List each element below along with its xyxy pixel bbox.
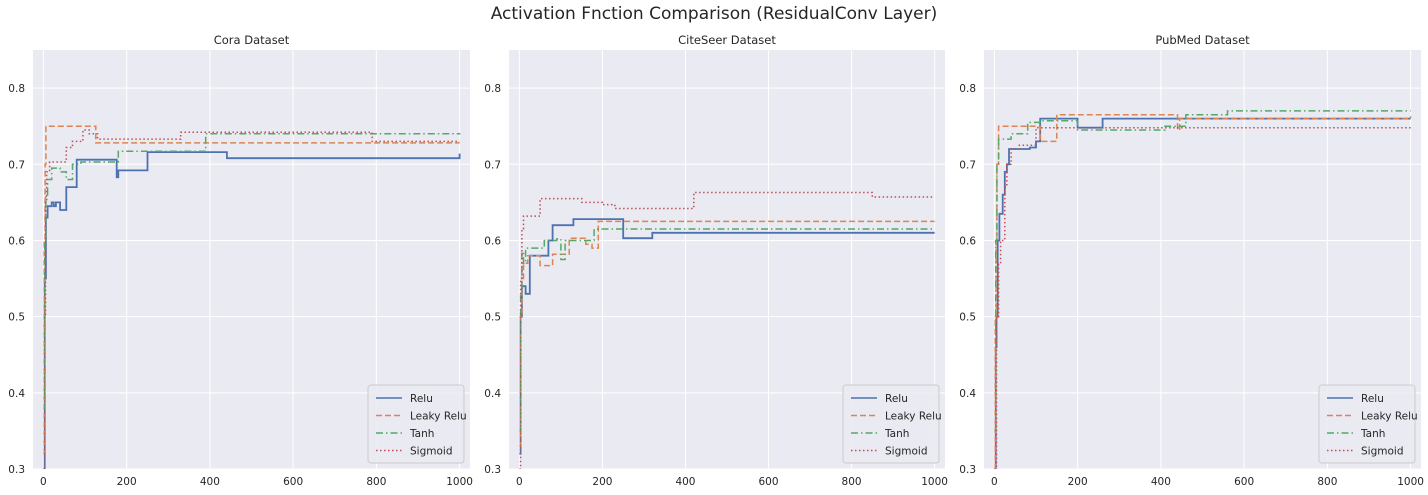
series-line-relu bbox=[994, 117, 1411, 469]
figure-title: Activation Fnction Comparison (ResidualC… bbox=[490, 4, 938, 24]
chart-panel-1: 0 200 400 600 800 1000 0.3 0.4 0.5 0.6 0.7 0.8 Cora … bbox=[8, 33, 473, 488]
y-tick-label: 0.8 bbox=[959, 83, 976, 95]
legend-label: Relu bbox=[410, 393, 433, 405]
chart-panel-3: 0 200 400 600 800 1000 0.3 0.4 0.5 0.6 0.7 0.8 PubMe… bbox=[959, 33, 1424, 488]
legend-label: Leaky Relu bbox=[410, 411, 467, 423]
x-tick-label: 600 bbox=[283, 476, 303, 488]
x-tick-label: 1000 bbox=[446, 476, 473, 488]
y-tick-label: 0.3 bbox=[8, 464, 25, 476]
x-tick-label: 400 bbox=[200, 476, 220, 488]
legend-label: Tanh bbox=[884, 428, 909, 440]
series-line-tanh bbox=[994, 110, 1411, 432]
x-tick-label: 1000 bbox=[1397, 476, 1424, 488]
y-tick-label: 0.5 bbox=[8, 312, 25, 324]
legend-box bbox=[1318, 384, 1416, 464]
x-tick-label: 800 bbox=[1317, 476, 1337, 488]
legend-label: Sigmoid bbox=[1361, 446, 1403, 458]
legend: Relu Leaky Relu Tanh Sigmoid bbox=[842, 384, 942, 464]
series-line-tanh bbox=[519, 228, 935, 432]
legend-label: Tanh bbox=[409, 428, 434, 440]
y-tick-label: 0.6 bbox=[959, 235, 976, 247]
legend-box bbox=[367, 384, 465, 464]
series-line-sigmoid bbox=[519, 191, 935, 469]
legend-label: Relu bbox=[885, 393, 908, 405]
x-tick-label: 800 bbox=[366, 476, 386, 488]
x-tick-label: 400 bbox=[675, 476, 695, 488]
y-tick-label: 0.5 bbox=[484, 312, 501, 324]
y-tick-label: 0.6 bbox=[484, 235, 501, 247]
y-tick-label: 0.3 bbox=[484, 464, 501, 476]
y-tick-label: 0.4 bbox=[484, 388, 501, 400]
y-tick-label: 0.4 bbox=[959, 388, 976, 400]
subplot-title: PubMed Dataset bbox=[1155, 33, 1250, 47]
legend-label: Sigmoid bbox=[410, 446, 452, 458]
series-line-leaky-relu bbox=[519, 220, 935, 447]
series-line-sigmoid bbox=[994, 126, 1411, 469]
series-line-leaky-relu bbox=[43, 125, 460, 455]
subplot-title: Cora Dataset bbox=[214, 33, 290, 47]
x-tick-label: 400 bbox=[1151, 476, 1171, 488]
x-tick-label: 200 bbox=[1068, 476, 1088, 488]
chart-panel-2: 0 200 400 600 800 1000 0.3 0.4 0.5 0.6 0.7 0.8 CiteS… bbox=[484, 33, 948, 488]
y-tick-label: 0.5 bbox=[959, 312, 976, 324]
legend-label: Tanh bbox=[1360, 428, 1385, 440]
y-tick-label: 0.7 bbox=[8, 159, 25, 171]
y-tick-label: 0.4 bbox=[8, 388, 25, 400]
x-tick-label: 0 bbox=[991, 476, 998, 488]
y-tick-label: 0.8 bbox=[484, 83, 501, 95]
series-line-tanh bbox=[43, 133, 461, 409]
legend-label: Leaky Relu bbox=[1361, 411, 1418, 423]
x-tick-label: 0 bbox=[40, 476, 47, 488]
x-tick-label: 1000 bbox=[921, 476, 948, 488]
x-tick-label: 800 bbox=[842, 476, 862, 488]
legend-box bbox=[842, 384, 940, 464]
y-tick-label: 0.7 bbox=[959, 159, 976, 171]
y-tick-label: 0.7 bbox=[484, 159, 501, 171]
legend-label: Relu bbox=[1361, 393, 1384, 405]
legend-label: Sigmoid bbox=[885, 446, 927, 458]
x-tick-label: 0 bbox=[516, 476, 523, 488]
series-line-relu bbox=[43, 151, 461, 469]
legend: Relu Leaky Relu Tanh Sigmoid bbox=[1318, 384, 1418, 464]
y-tick-label: 0.3 bbox=[959, 464, 976, 476]
y-tick-label: 0.6 bbox=[8, 235, 25, 247]
series-line-leaky-relu bbox=[994, 114, 1412, 469]
subplot-title: CiteSeer Dataset bbox=[678, 33, 776, 47]
legend-label: Leaky Relu bbox=[885, 411, 942, 423]
y-tick-label: 0.8 bbox=[8, 83, 25, 95]
x-tick-label: 600 bbox=[759, 476, 779, 488]
legend: Relu Leaky Relu Tanh Sigmoid bbox=[367, 384, 467, 464]
x-tick-label: 600 bbox=[1234, 476, 1254, 488]
x-tick-label: 200 bbox=[117, 476, 137, 488]
x-tick-label: 200 bbox=[592, 476, 612, 488]
